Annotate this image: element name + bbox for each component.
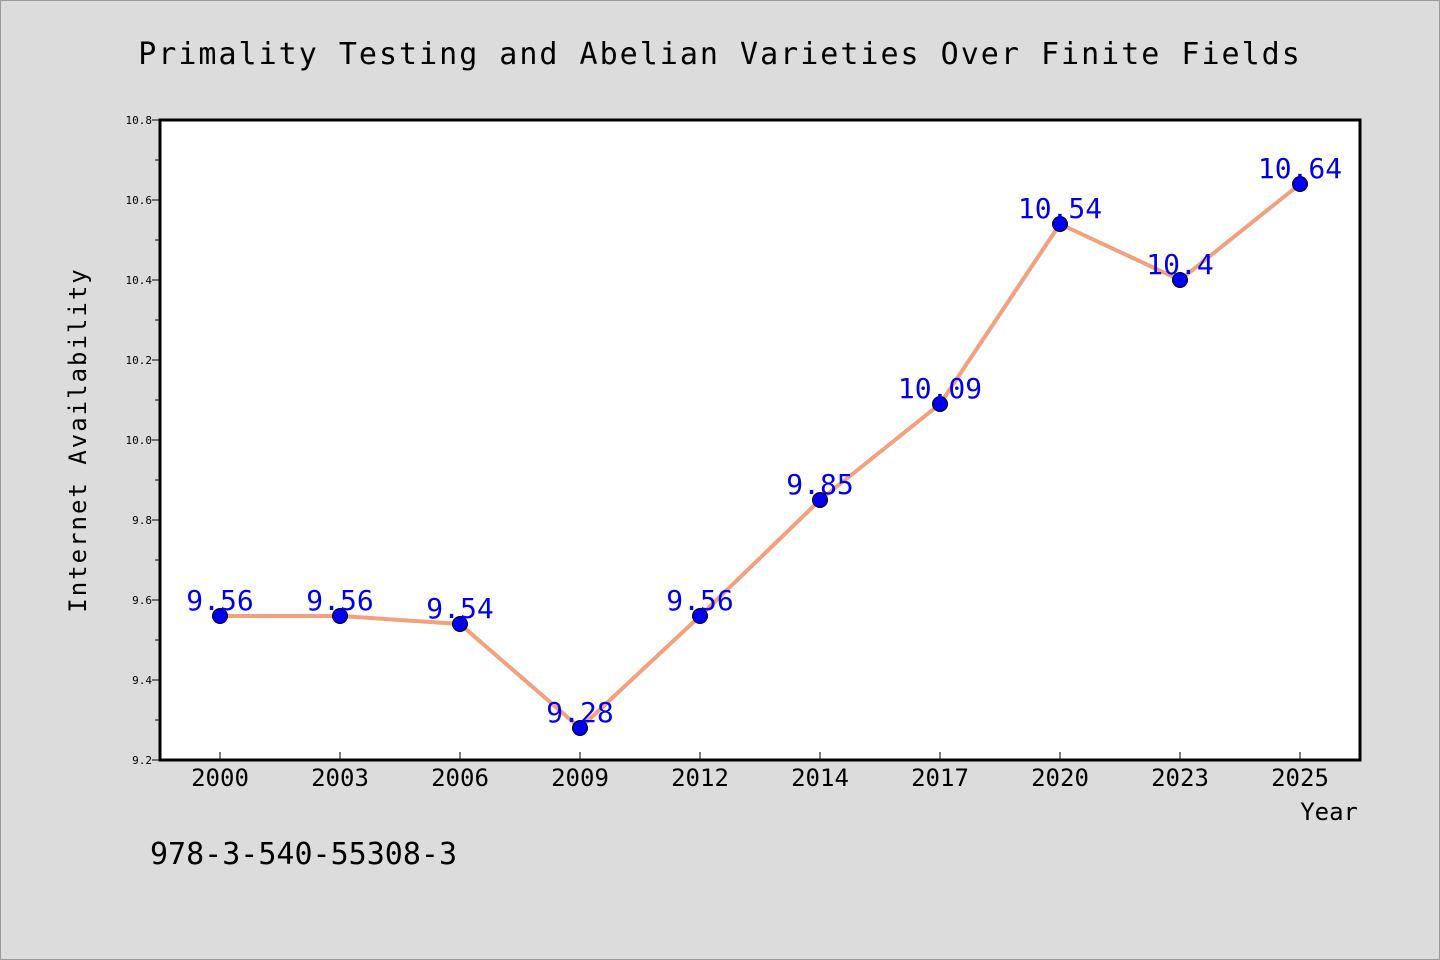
data-label: 9.56 bbox=[306, 584, 373, 617]
chart-title: Primality Testing and Abelian Varieties … bbox=[138, 37, 1302, 72]
x-axis-label: Year bbox=[1300, 798, 1358, 826]
data-label: 10.4 bbox=[1146, 248, 1213, 281]
data-point bbox=[212, 608, 228, 624]
data-point bbox=[452, 616, 468, 632]
data-labels: 9.56 9.56 9.54 9.28 9.56 9.85 10.09 10.54 10.4 10… bbox=[186, 152, 1342, 729]
x-tick-label: 2020 bbox=[1031, 764, 1089, 792]
data-point bbox=[1292, 176, 1308, 192]
data-label: 9.56 bbox=[186, 584, 253, 617]
x-tick-label: 2025 bbox=[1271, 764, 1329, 792]
x-tick-label: 2009 bbox=[551, 764, 609, 792]
data-label: 10.64 bbox=[1258, 152, 1342, 185]
y-axis: 9.2 9.4 9.6 9.8 10.0 10.2 10.4 10.6 10.8 bbox=[126, 114, 160, 767]
plot-area bbox=[158, 118, 1362, 762]
x-tick-label: 2017 bbox=[911, 764, 969, 792]
data-point bbox=[692, 608, 708, 624]
x-tick-label: 2000 bbox=[191, 764, 249, 792]
y-tick-label: 10.4 bbox=[126, 274, 153, 287]
data-label: 9.85 bbox=[786, 468, 853, 501]
y-tick-label: 9.2 bbox=[132, 754, 152, 767]
data-point bbox=[572, 720, 588, 736]
data-point bbox=[1052, 216, 1068, 232]
isbn-annotation: 978-3-540-55308-3 bbox=[150, 837, 457, 872]
y-tick-label: 10.2 bbox=[126, 354, 153, 367]
data-point bbox=[1172, 272, 1188, 288]
x-tick-label: 2003 bbox=[311, 764, 369, 792]
data-label: 10.54 bbox=[1018, 192, 1102, 225]
data-label: 9.56 bbox=[666, 584, 733, 617]
data-point bbox=[932, 396, 948, 412]
x-tick-label: 2014 bbox=[791, 764, 849, 792]
data-point bbox=[332, 608, 348, 624]
y-tick-label: 10.8 bbox=[126, 114, 153, 127]
x-tick-label: 2006 bbox=[431, 764, 489, 792]
data-label: 10.09 bbox=[898, 372, 982, 405]
x-tick-label: 2012 bbox=[671, 764, 729, 792]
y-tick-label: 9.6 bbox=[132, 594, 152, 607]
y-tick-label: 10.0 bbox=[126, 434, 153, 447]
data-points bbox=[212, 176, 1308, 736]
y-tick-label: 10.6 bbox=[126, 194, 153, 207]
series-line bbox=[218, 182, 1302, 730]
data-point bbox=[812, 492, 828, 508]
data-label: 9.28 bbox=[546, 696, 613, 729]
data-label: 9.54 bbox=[426, 592, 493, 625]
y-axis-label: Internet Availability bbox=[64, 267, 92, 612]
y-tick-label: 9.8 bbox=[132, 514, 152, 527]
y-tick-label: 9.4 bbox=[132, 674, 152, 687]
x-tick-label: 2023 bbox=[1151, 764, 1209, 792]
x-axis: 2000 2003 2006 2009 2012 2014 2017 2020 2023 2025 bbox=[191, 752, 1329, 792]
